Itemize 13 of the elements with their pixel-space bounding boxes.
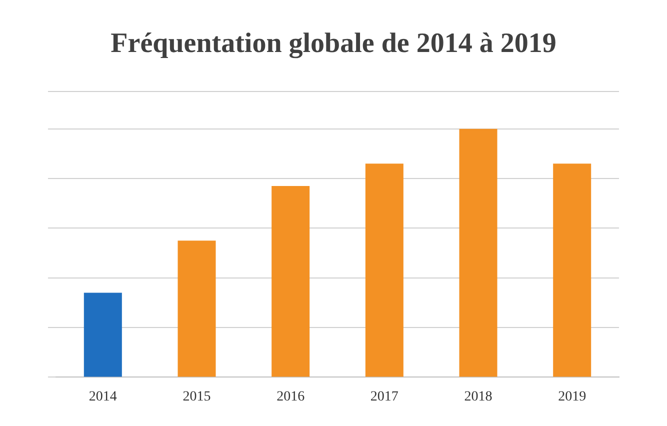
- x-tick-label: 2016: [276, 389, 305, 404]
- bar: [272, 186, 310, 377]
- chart-title: Fréquentation globale de 2014 à 2019: [110, 28, 556, 60]
- x-tick-label: 2014: [88, 389, 117, 404]
- x-tick-label: 2017: [370, 389, 398, 404]
- x-tick-label: 2015: [182, 389, 211, 404]
- bar: [178, 240, 216, 377]
- x-tick-label: 2018: [464, 389, 492, 404]
- bar: [459, 128, 498, 377]
- bar: [84, 292, 122, 377]
- x-tick-label: 2019: [558, 389, 586, 404]
- bar: [553, 164, 592, 377]
- bar: [365, 164, 404, 377]
